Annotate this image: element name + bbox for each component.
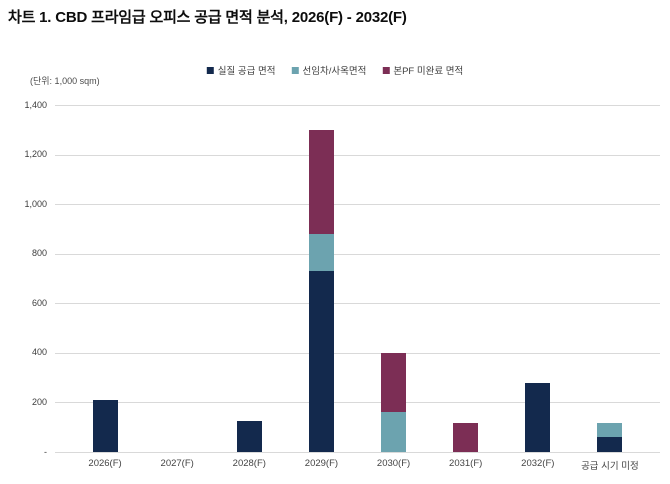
legend-label-0: 실질 공급 면적 [217, 66, 276, 77]
gridline [55, 253, 660, 255]
y-tick-label: 1,000 [24, 198, 47, 209]
bar-segment-2029(F)-series-1 [308, 233, 334, 272]
bar-segment-2029(F)-series-2 [308, 129, 334, 234]
x-tick-label-3: 2029(F) [304, 458, 339, 469]
legend-swatch-icon [206, 66, 214, 74]
y-tick-label: 600 [31, 297, 47, 308]
bar-segment-2032(F)-series-0 [525, 382, 551, 452]
bar-segment-2028(F)-series-0 [236, 421, 262, 452]
legend: 실질 공급 면적 선임차/사옥면적 본PF 미완료 면적 [206, 63, 463, 77]
legend-label-2: 본PF 미완료 면적 [393, 66, 464, 77]
gridline [55, 402, 660, 404]
x-tick-label-7: 공급 시기 미정 [581, 461, 639, 472]
legend-item-1: 선임차/사옥면적 [291, 63, 367, 77]
gridline [55, 303, 660, 305]
unit-label: (단위: 1,000 sqm) [30, 76, 100, 86]
x-tick-label-2: 2028(F) [232, 458, 266, 469]
legend-label-1: 선임차/사옥면적 [302, 66, 367, 77]
bar-segment-2031(F)-series-2 [453, 423, 479, 452]
bar-segment-2026(F)-series-0 [92, 399, 118, 452]
y-tick-label: 400 [31, 347, 47, 358]
x-tick-label-0: 2026(F) [88, 458, 122, 469]
gridline [55, 452, 660, 453]
gridline [55, 105, 660, 106]
gridline [55, 204, 660, 206]
chart-title: 차트 1. CBD 프라임급 오피스 공급 면적 분석, 2026(F) - 2… [8, 9, 407, 26]
y-tick-label: 1,200 [24, 149, 47, 160]
bar-segment-2029(F)-series-0 [308, 271, 334, 452]
gridline [55, 154, 660, 156]
x-tick-label-4: 2030(F) [376, 458, 411, 469]
bar-segment-2030(F)-series-2 [381, 352, 407, 413]
legend-swatch-icon [291, 66, 299, 74]
gridline [55, 352, 660, 354]
y-tick-label: 800 [31, 248, 47, 259]
legend-item-0: 실질 공급 면적 [206, 63, 276, 77]
legend-item-2: 본PF 미완료 면적 [382, 63, 463, 77]
y-tick-label: 1,400 [24, 99, 47, 110]
bar-segment-공급 시기 미정-series-1 [597, 423, 623, 438]
x-tick-label-5: 2031(F) [449, 458, 483, 469]
x-tick-label-1: 2027(F) [160, 458, 194, 469]
plot-area: - 200 400 600 800 1,000 1,200 1,400 2026(F) 2027(… [24, 100, 660, 472]
x-tick-label-6: 2032(F) [521, 458, 555, 469]
y-tick-label: - [44, 446, 47, 457]
legend-swatch-icon [382, 66, 390, 74]
bar-segment-2030(F)-series-1 [381, 412, 407, 452]
y-tick-label: 200 [31, 396, 47, 407]
bar-segment-공급 시기 미정-series-0 [597, 437, 623, 452]
